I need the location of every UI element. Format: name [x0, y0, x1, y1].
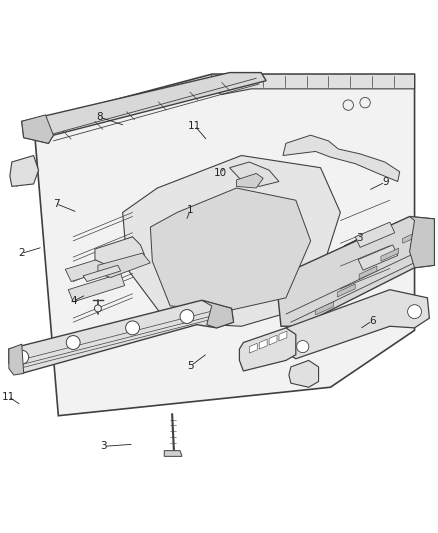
Polygon shape — [95, 237, 145, 265]
Polygon shape — [10, 156, 39, 187]
Polygon shape — [9, 300, 233, 374]
Polygon shape — [83, 265, 121, 281]
Polygon shape — [164, 451, 182, 456]
Polygon shape — [279, 331, 287, 341]
Polygon shape — [123, 156, 340, 326]
Polygon shape — [65, 253, 123, 281]
Text: 2: 2 — [18, 248, 25, 259]
Circle shape — [408, 305, 421, 319]
Polygon shape — [202, 300, 233, 328]
Text: 4: 4 — [70, 296, 77, 306]
Polygon shape — [249, 343, 257, 353]
Text: 3: 3 — [100, 441, 107, 451]
Text: 11: 11 — [188, 120, 201, 131]
Polygon shape — [410, 216, 434, 268]
Text: 3: 3 — [356, 233, 363, 244]
Polygon shape — [68, 273, 125, 302]
Text: 9: 9 — [382, 177, 389, 187]
Polygon shape — [283, 135, 400, 182]
Polygon shape — [150, 188, 311, 310]
Text: 8: 8 — [96, 112, 102, 122]
Polygon shape — [316, 302, 333, 315]
Polygon shape — [286, 289, 429, 359]
Text: 10: 10 — [214, 168, 227, 179]
Circle shape — [180, 310, 194, 324]
Text: 11: 11 — [2, 392, 15, 401]
Polygon shape — [381, 248, 399, 261]
Polygon shape — [276, 216, 434, 326]
Polygon shape — [403, 230, 420, 244]
Polygon shape — [240, 328, 296, 371]
Polygon shape — [22, 72, 266, 143]
Circle shape — [66, 336, 80, 350]
Polygon shape — [212, 74, 414, 94]
Text: 5: 5 — [187, 361, 194, 371]
Polygon shape — [289, 360, 318, 387]
Polygon shape — [358, 245, 398, 270]
Polygon shape — [22, 115, 53, 143]
Polygon shape — [355, 222, 395, 247]
Polygon shape — [237, 173, 263, 188]
Circle shape — [95, 305, 101, 312]
Polygon shape — [337, 284, 355, 297]
Polygon shape — [9, 344, 24, 375]
Polygon shape — [230, 162, 279, 187]
Text: 1: 1 — [187, 205, 194, 215]
Polygon shape — [98, 253, 150, 278]
Circle shape — [297, 341, 309, 353]
Circle shape — [15, 350, 28, 364]
Polygon shape — [269, 335, 277, 345]
Text: 7: 7 — [53, 199, 59, 208]
Polygon shape — [34, 74, 414, 416]
Polygon shape — [359, 266, 377, 279]
Text: 6: 6 — [369, 316, 376, 326]
Circle shape — [126, 321, 139, 335]
Polygon shape — [259, 340, 267, 349]
